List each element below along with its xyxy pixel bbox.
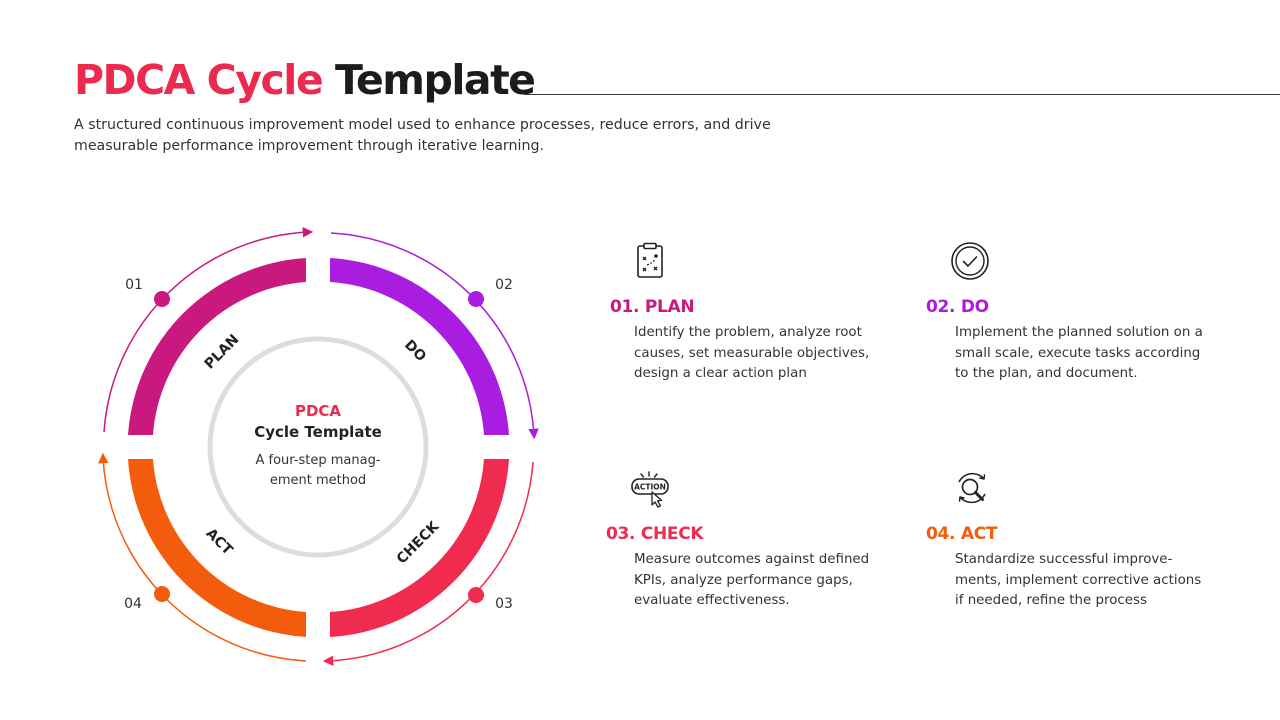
page-subtitle: A structured continuous improvement mode… (74, 117, 771, 154)
plan-arrow (103, 227, 314, 433)
act-label: ACT (202, 525, 235, 558)
step-card-do: 02. DO Implement the planned solution on… (926, 241, 1216, 385)
center-title: Cycle Template (254, 423, 382, 441)
step-desc-act: Standardize successful improve-ments, im… (955, 552, 1202, 609)
title-divider (524, 94, 1280, 95)
check-circle-icon (951, 242, 989, 280)
plan-segment (128, 258, 306, 435)
do-label: DO (401, 337, 429, 365)
check-label: CHECK (394, 518, 443, 567)
title-accent: PDCA Cycle (74, 56, 324, 104)
center-desc-line2: ement method (270, 473, 366, 488)
check-number: 03 (495, 596, 513, 612)
plan-number: 01 (125, 277, 143, 293)
step-heading-do: 02. DO (926, 297, 989, 317)
svg-text:ACTION: ACTION (634, 483, 666, 492)
pdca-cycle-diagram: 01 02 03 04 PLAN DO CHECK ACT PDCA Cycle… (98, 227, 539, 666)
step-desc-check: Measure outcomes against defined KPIs, a… (634, 552, 870, 609)
clipboard-strategy-icon (637, 242, 663, 278)
do-segment (330, 258, 509, 435)
step-heading-check: 03. CHECK (606, 524, 704, 544)
check-segment (330, 459, 509, 637)
plan-label: PLAN (202, 332, 243, 373)
center-ring (207, 336, 429, 558)
step-desc-do: Implement the planned solution on a smal… (955, 325, 1203, 382)
act-dot (154, 586, 170, 602)
step-heading-plan: 01. PLAN (610, 297, 695, 317)
act-segment (128, 459, 306, 637)
step-card-plan: 01. PLAN Identify the problem, analyze r… (610, 241, 900, 385)
step-desc-plan: Identify the problem, analyze root cause… (634, 325, 870, 382)
step-card-act: 04. ACT Standardize successful improve-m… (926, 468, 1216, 612)
title-rest: Template (334, 56, 536, 104)
do-number: 02 (495, 277, 513, 293)
plan-dot (154, 291, 170, 307)
step-card-check: ACTION 03. CHECK Measure outcomes agains… (606, 468, 896, 612)
check-arrow (322, 461, 534, 666)
step-heading-act: 04. ACT (926, 524, 998, 544)
center-title-accent: PDCA (295, 402, 341, 420)
do-dot (468, 291, 484, 307)
page-title: PDCA Cycle Template (74, 56, 536, 104)
center-desc-line1: A four-step manag- (255, 453, 380, 468)
action-button-icon: ACTION (631, 471, 669, 508)
search-refresh-icon (958, 472, 986, 504)
act-number: 04 (124, 596, 142, 612)
check-dot (468, 587, 484, 603)
